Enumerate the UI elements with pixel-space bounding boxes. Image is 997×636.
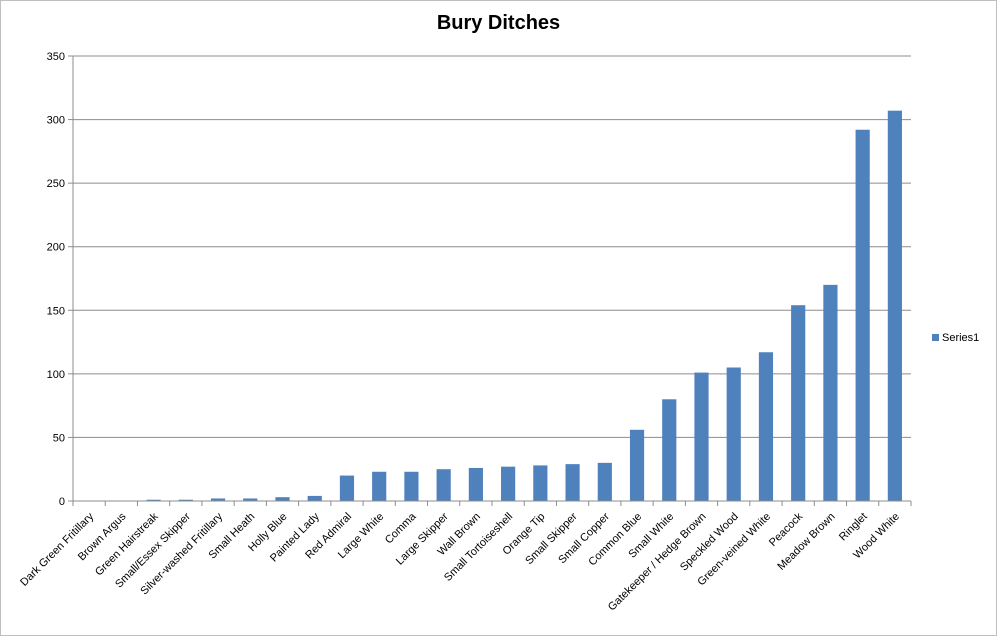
axes [72,56,912,506]
bar [565,464,580,501]
legend: Series1 [932,332,979,344]
bar [662,399,677,501]
gridlines [68,55,911,502]
bar [436,469,451,501]
bars [146,110,902,502]
bar [887,110,902,502]
y-tick-label: 150 [47,305,65,317]
x-tick-label: Speckled Wood [678,511,741,574]
y-tick-label: 250 [47,178,65,190]
legend-label: Series1 [942,332,979,344]
y-tick-label: 200 [47,242,65,254]
y-tick-label: 50 [53,432,65,444]
y-tick-label: 0 [59,496,65,508]
y-tick-labels: 0 50 100 150 200 250 300 350 [47,51,65,508]
bar [275,497,290,501]
y-tick-label: 350 [47,51,65,63]
bar [694,372,709,501]
x-tick-label: Meadow Brown [775,511,837,573]
bar [791,305,806,501]
bar [468,467,483,501]
bar [758,352,774,501]
y-tick-label: 300 [47,115,65,127]
bar [533,465,548,501]
bar [146,499,161,501]
bar [210,498,226,501]
chart-title: Bury Ditches [436,12,561,34]
bar [339,475,355,501]
legend-swatch [932,334,939,341]
bar [597,462,612,501]
bar [726,367,741,501]
bar [501,466,516,501]
bar [307,495,322,501]
bar [178,499,193,501]
bar [372,471,387,501]
bar [823,284,838,501]
y-tick-label: 100 [47,369,65,381]
bar [855,129,870,501]
bar [243,498,258,501]
bar [404,471,419,501]
bar [629,429,645,501]
